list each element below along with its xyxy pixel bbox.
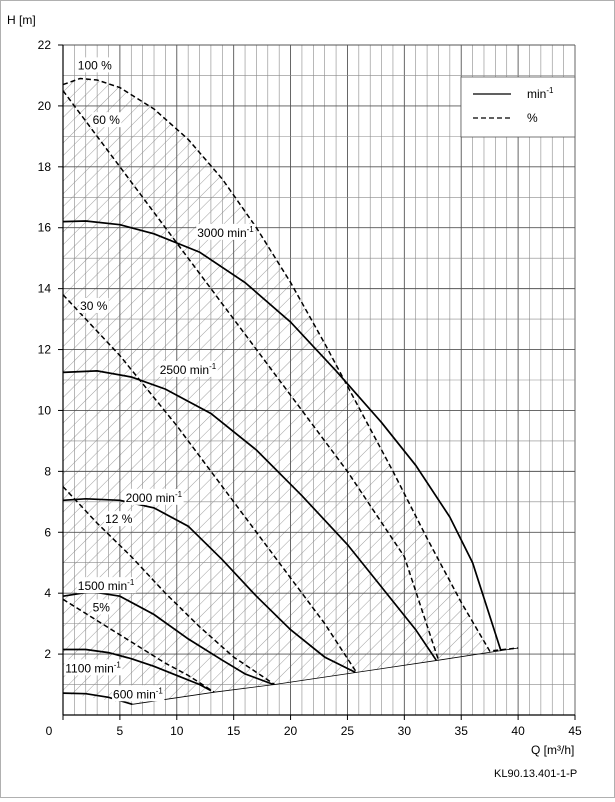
percent-curve-label: 5%: [91, 599, 112, 615]
x-tick-label: 30: [398, 724, 412, 738]
x-tick-label: 10: [170, 724, 184, 738]
speed-curve: [62, 497, 356, 674]
percent-curve-label: 12 %: [104, 511, 134, 527]
y-tick-label: 10: [38, 403, 52, 417]
svg-text:600 min-1: 600 min-1: [113, 686, 163, 701]
percent-curve: [62, 486, 276, 686]
percent-curve: [62, 294, 358, 673]
x-tick-label: 40: [511, 724, 525, 738]
x-tick-label: 45: [568, 724, 582, 738]
percent-curve-label: 60 %: [91, 112, 122, 128]
svg-text:1500 min-1: 1500 min-1: [78, 578, 135, 593]
speed-curve-label: 1500 min-1: [76, 577, 136, 594]
x-tick-label: 20: [284, 724, 298, 738]
svg-text:3000 min-1: 3000 min-1: [197, 225, 254, 240]
figure-code: KL90.13.401-1-P: [494, 768, 577, 780]
svg-text:2500 min-1: 2500 min-1: [160, 362, 217, 377]
x-tick-label: 5: [117, 724, 124, 738]
x-axis-label: Q [m³/h]: [531, 743, 574, 757]
legend-box: [460, 76, 576, 138]
y-tick-label: 16: [38, 221, 52, 235]
x-tick-label: 25: [341, 724, 355, 738]
y-tick-label: 18: [38, 160, 52, 174]
y-tick-label: 22: [38, 38, 52, 52]
speed-curve-label: 1100 min-1: [64, 659, 123, 676]
x-tick-label: 35: [455, 724, 469, 738]
percent-curve-label: 30 %: [79, 297, 109, 313]
svg-text:5%: 5%: [93, 600, 111, 614]
y-tick-label: 4: [44, 586, 51, 600]
y-tick-label: 14: [38, 282, 52, 296]
speed-curve-label: 600 min-1: [112, 685, 165, 702]
y-tick-label: 6: [44, 525, 51, 539]
y-tick-label: 20: [38, 99, 52, 113]
percent-curve: [62, 598, 215, 693]
x-tick-label: 15: [227, 724, 241, 738]
y-tick-label: 12: [38, 343, 52, 357]
percent-curve: [62, 77, 519, 652]
envelope-baseline: [132, 647, 519, 705]
speed-curve-label: 2500 min-1: [158, 360, 218, 377]
percent-curve-label: 100 %: [76, 57, 114, 73]
speed-curve: [62, 370, 437, 661]
svg-text:2000 min-1: 2000 min-1: [126, 490, 183, 505]
x-tick-label: 0: [46, 724, 53, 738]
svg-text:60 %: 60 %: [93, 113, 121, 127]
percent-curve: [62, 90, 440, 661]
speed-curve-label: 2000 min-1: [124, 488, 184, 505]
svg-text:30 %: 30 %: [80, 299, 108, 313]
speed-curve: [62, 220, 502, 652]
legend-label: %: [527, 111, 538, 125]
svg-text:100 %: 100 %: [78, 58, 112, 72]
speed-curve-label: 3000 min-1: [196, 223, 256, 240]
y-tick-label: 2: [44, 647, 51, 661]
speed-curve: [63, 648, 212, 692]
y-axis-label: H [m]: [7, 13, 36, 27]
y-tick-label: 8: [44, 464, 51, 478]
svg-text:12 %: 12 %: [105, 512, 133, 526]
svg-text:1100 min-1: 1100 min-1: [65, 660, 121, 675]
